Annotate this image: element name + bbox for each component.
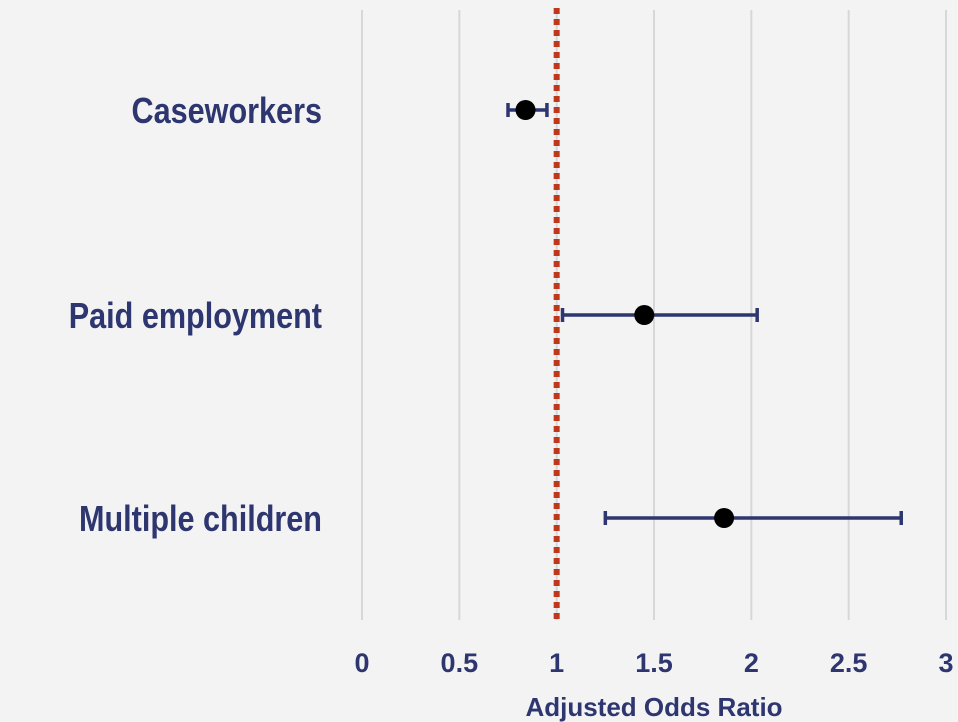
- x-tick-label: 3: [938, 648, 953, 678]
- x-axis-title: Adjusted Odds Ratio: [525, 692, 782, 722]
- point-estimate: [634, 305, 655, 325]
- point-estimate: [714, 508, 735, 528]
- x-tick-label: 1: [549, 648, 564, 678]
- category-label: Multiple children: [79, 500, 322, 540]
- error-bars: [506, 103, 903, 525]
- x-tick-label: 1.5: [635, 648, 673, 678]
- x-tick-label: 0.5: [441, 648, 479, 678]
- category-label: Paid employment: [69, 297, 322, 337]
- x-tick-label: 2: [744, 648, 759, 678]
- category-label: Caseworkers: [132, 92, 322, 132]
- x-tick-label: 2.5: [830, 648, 868, 678]
- point-estimates: [515, 100, 735, 528]
- category-labels: Caseworkers Paid employment Multiple child…: [69, 92, 322, 540]
- x-tick-label: 0: [354, 648, 369, 678]
- x-tick-labels: 0 0.5 1 1.5 2 2.5 3: [354, 648, 953, 678]
- point-estimate: [515, 100, 536, 120]
